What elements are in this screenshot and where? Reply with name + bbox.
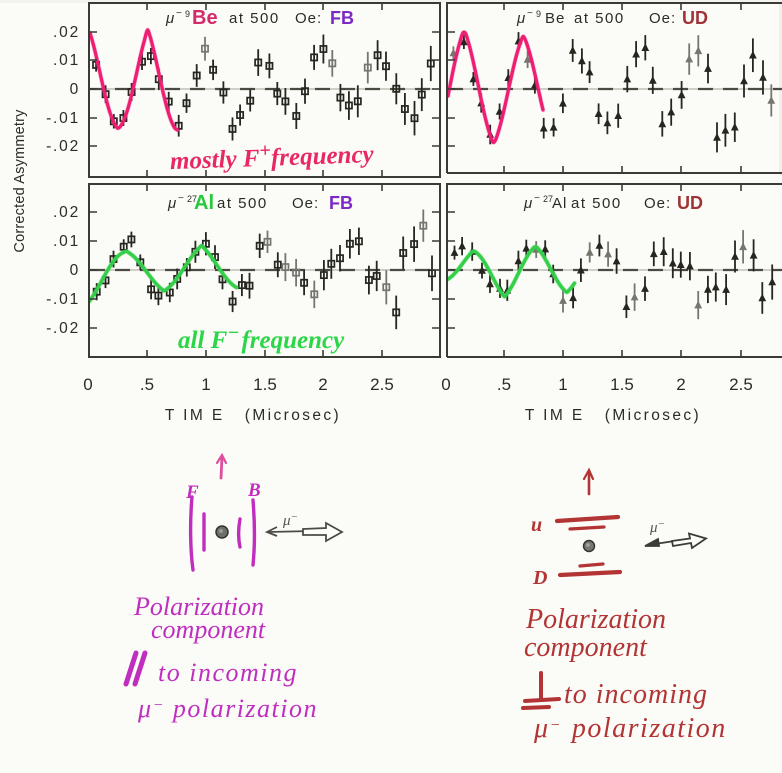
svg-text:27: 27 [187, 194, 197, 204]
svg-text:-.02: -.02 [46, 138, 80, 155]
svg-text:9: 9 [536, 9, 541, 19]
svg-text:to incoming: to incoming [564, 679, 708, 710]
svg-text:F: F [185, 482, 199, 503]
svg-text:μ: μ [523, 195, 532, 212]
svg-text:1: 1 [201, 375, 210, 394]
svg-text:at 500: at 500 [571, 195, 622, 212]
svg-text:UD: UD [677, 193, 703, 213]
svg-text:2: 2 [318, 375, 327, 394]
svg-text:D: D [532, 567, 547, 589]
svg-text:1.5: 1.5 [610, 375, 634, 394]
svg-text:u: u [531, 514, 542, 536]
svg-text:.01: .01 [53, 52, 80, 69]
svg-text:component: component [151, 615, 266, 644]
svg-text:0: 0 [70, 81, 80, 98]
svg-text:Oe:: Oe: [295, 10, 322, 27]
svg-text:−: − [527, 8, 533, 19]
svg-text:2.5: 2.5 [370, 375, 394, 394]
svg-text:at 500: at 500 [574, 10, 625, 27]
svg-text:9: 9 [185, 9, 190, 19]
svg-text:Al: Al [194, 192, 214, 214]
svg-text:2.5: 2.5 [729, 375, 753, 394]
svg-text:Polarization: Polarization [525, 604, 666, 635]
svg-text:.02: .02 [53, 24, 80, 41]
svg-text:μ: μ [165, 10, 174, 27]
svg-text:−: − [178, 193, 184, 204]
svg-text:.02: .02 [53, 204, 80, 221]
svg-text:1: 1 [558, 375, 567, 394]
svg-text:-.01: -.01 [46, 291, 80, 308]
svg-text:T IM E (Microsec): T IM E (Microsec) [525, 407, 701, 424]
svg-text:0: 0 [70, 262, 80, 279]
svg-text:−: − [534, 193, 540, 204]
svg-text:Oe:: Oe: [292, 195, 319, 212]
svg-text:.5: .5 [497, 375, 511, 394]
svg-text:Be: Be [545, 10, 565, 27]
svg-text:27: 27 [543, 194, 553, 204]
svg-text:0: 0 [83, 375, 92, 394]
svg-text:μ: μ [516, 10, 525, 27]
svg-text:-.01: -.01 [46, 110, 80, 127]
svg-text:to incoming: to incoming [158, 658, 298, 687]
svg-text:Al: Al [552, 195, 567, 212]
svg-text:component: component [524, 632, 648, 663]
svg-text:all F−frequency: all F−frequency [178, 322, 345, 354]
svg-text:μ: μ [167, 195, 176, 212]
svg-text:2: 2 [676, 375, 685, 394]
svg-text:−: − [176, 8, 182, 19]
svg-text:B: B [247, 480, 261, 501]
svg-text:Corrected Asymmetry: Corrected Asymmetry [12, 109, 28, 253]
svg-text:.01: .01 [53, 233, 80, 250]
svg-text:Oe:: Oe: [644, 195, 671, 212]
svg-text:1.5: 1.5 [253, 375, 277, 394]
svg-text:0: 0 [441, 375, 450, 394]
svg-text:UD: UD [682, 8, 708, 28]
svg-text:at 500: at 500 [217, 195, 268, 212]
svg-text:at 500: at 500 [229, 10, 280, 27]
svg-text:Polarization: Polarization [133, 592, 264, 621]
svg-text:FB: FB [329, 193, 353, 213]
svg-text:T IM E (Microsec): T IM E (Microsec) [165, 407, 341, 424]
svg-text:.5: .5 [140, 375, 154, 394]
svg-text:-.02: -.02 [46, 320, 80, 337]
svg-text:FB: FB [330, 8, 354, 28]
svg-text:Be: Be [192, 7, 218, 29]
svg-text:Oe:: Oe: [649, 10, 676, 27]
